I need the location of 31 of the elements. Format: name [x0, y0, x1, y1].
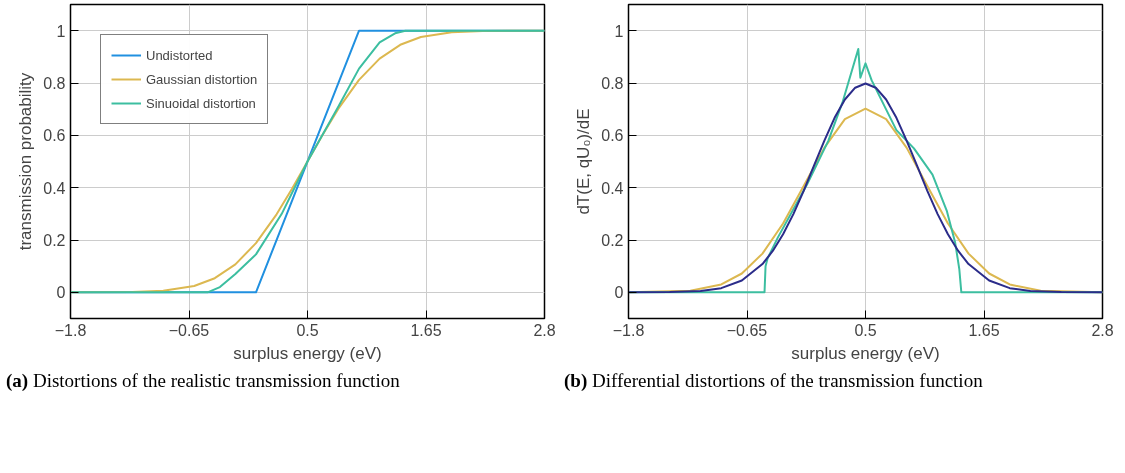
x-tick-label: 2.8 [1091, 321, 1114, 339]
y-tick-label: 1 [614, 22, 624, 40]
text: (b) Differential distortions of the transmission function [564, 370, 983, 392]
y-tick-label: 0.4 [43, 179, 66, 197]
x-tick-label: 0.5 [854, 321, 877, 339]
y-tick-label: 0.6 [43, 127, 66, 145]
legend-label: Undistorted [146, 47, 213, 63]
x-tick-label: 0.5 [296, 321, 319, 339]
y-tick-label: 0.8 [601, 75, 624, 92]
y-tick-label: 0.6 [601, 127, 624, 145]
x-tick-label: −0.65 [726, 321, 768, 339]
legend-label: Sinuoidal distortion [146, 95, 256, 111]
y-tick-label: 0.2 [601, 232, 624, 249]
y-tick-label: 0 [614, 284, 624, 302]
x-tick-label: 1.65 [968, 321, 1000, 339]
y-axis-title: transmission probability [16, 72, 36, 251]
y-tick-label: 0.8 [43, 75, 66, 92]
y-axis-title: dT(E, qU₀)/dE [574, 108, 594, 215]
x-tick-label: 2.8 [533, 321, 556, 339]
x-tick-label: −0.65 [168, 321, 210, 339]
x-tick-label: −1.8 [612, 321, 645, 339]
x-tick-label: −1.8 [54, 321, 87, 339]
text: (a) Distortions of the realistic transmission function [6, 370, 400, 392]
y-tick-label: 0 [56, 284, 66, 302]
y-tick-label: 0.4 [601, 179, 624, 197]
x-axis-title: surplus energy (eV) [233, 343, 382, 363]
y-tick-label: 0.2 [43, 232, 66, 249]
x-tick-label: 1.65 [410, 321, 442, 339]
x-axis-title: surplus energy (eV) [791, 343, 940, 363]
y-tick-label: 1 [56, 22, 66, 40]
legend-label: Gaussian distortion [146, 71, 258, 87]
